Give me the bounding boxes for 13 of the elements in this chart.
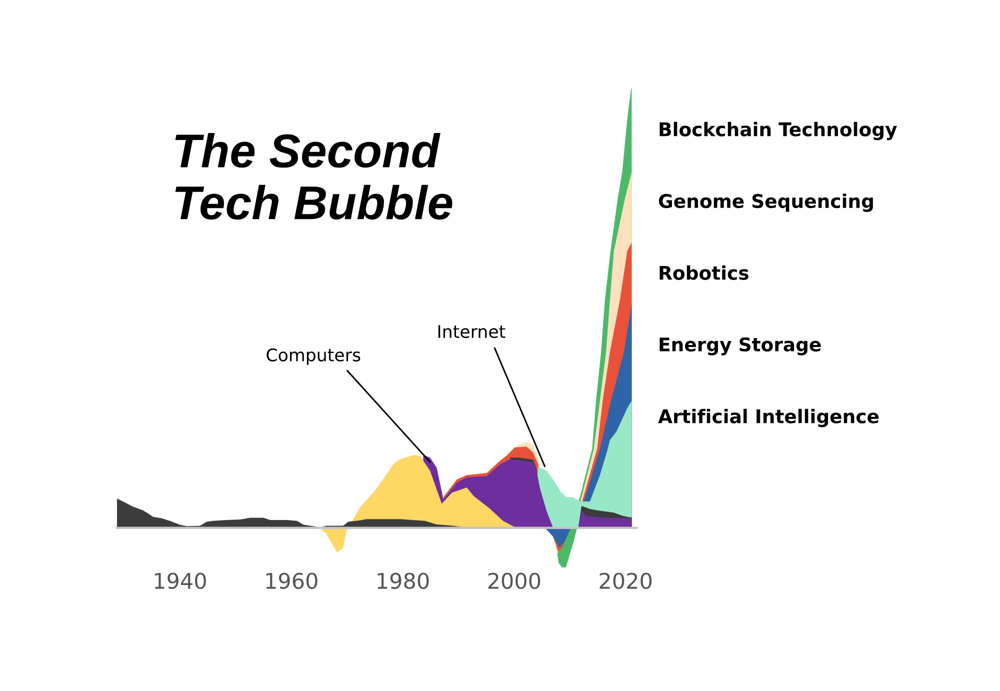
x-tick-label: 2020 xyxy=(600,572,652,589)
x-tick-label: 1940 xyxy=(154,572,206,589)
series-label: Genome Sequencing xyxy=(658,194,873,212)
x-tick-label: 2000 xyxy=(488,572,540,589)
text: The Second Tech Bubble xyxy=(175,133,452,220)
series-label: Blockchain Technology xyxy=(660,122,897,140)
annotation: Computers xyxy=(266,348,360,365)
x-tick-label: 1980 xyxy=(378,572,429,589)
x-tick-label: 1960 xyxy=(266,572,318,589)
series-label: Energy Storage xyxy=(660,337,821,356)
annotation: Internet xyxy=(438,325,506,338)
series-label: Robotics xyxy=(660,265,748,280)
series-label: Artificial Intelligence xyxy=(658,408,879,428)
